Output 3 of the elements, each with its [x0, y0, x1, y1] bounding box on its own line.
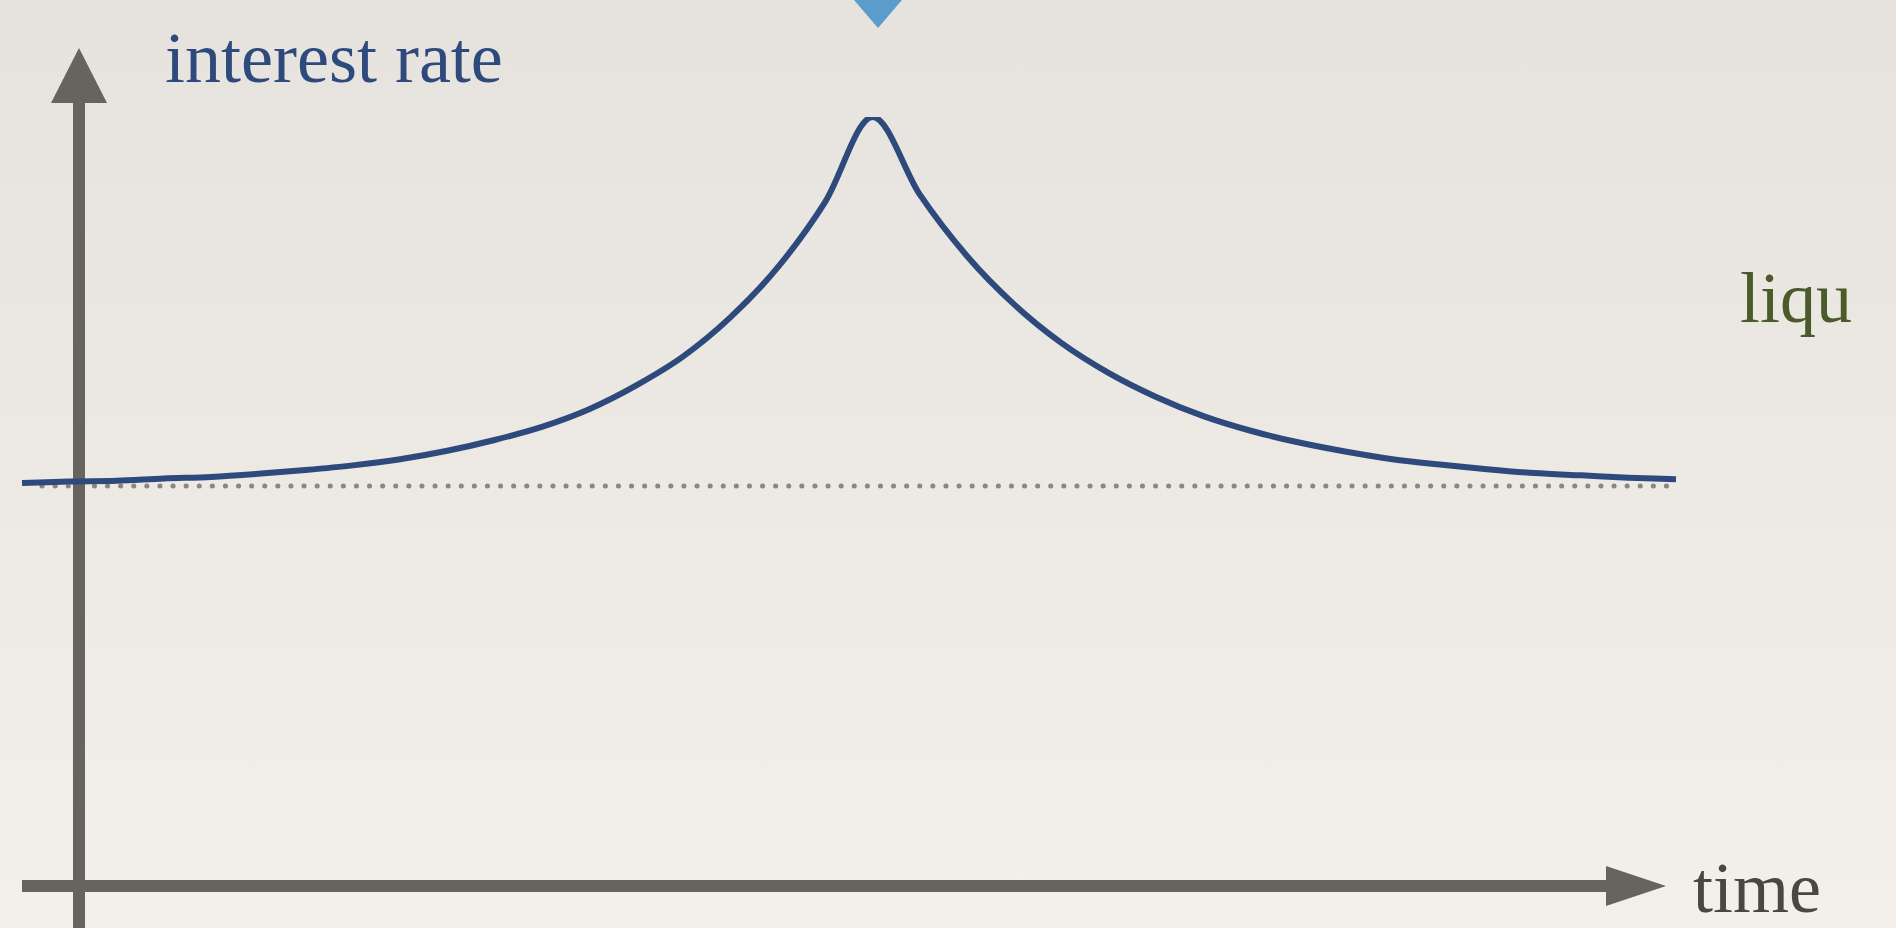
x-axis-title: time — [1693, 848, 1821, 928]
text: liqu — [1740, 258, 1853, 338]
y-axis-title: interest rate — [165, 18, 503, 98]
